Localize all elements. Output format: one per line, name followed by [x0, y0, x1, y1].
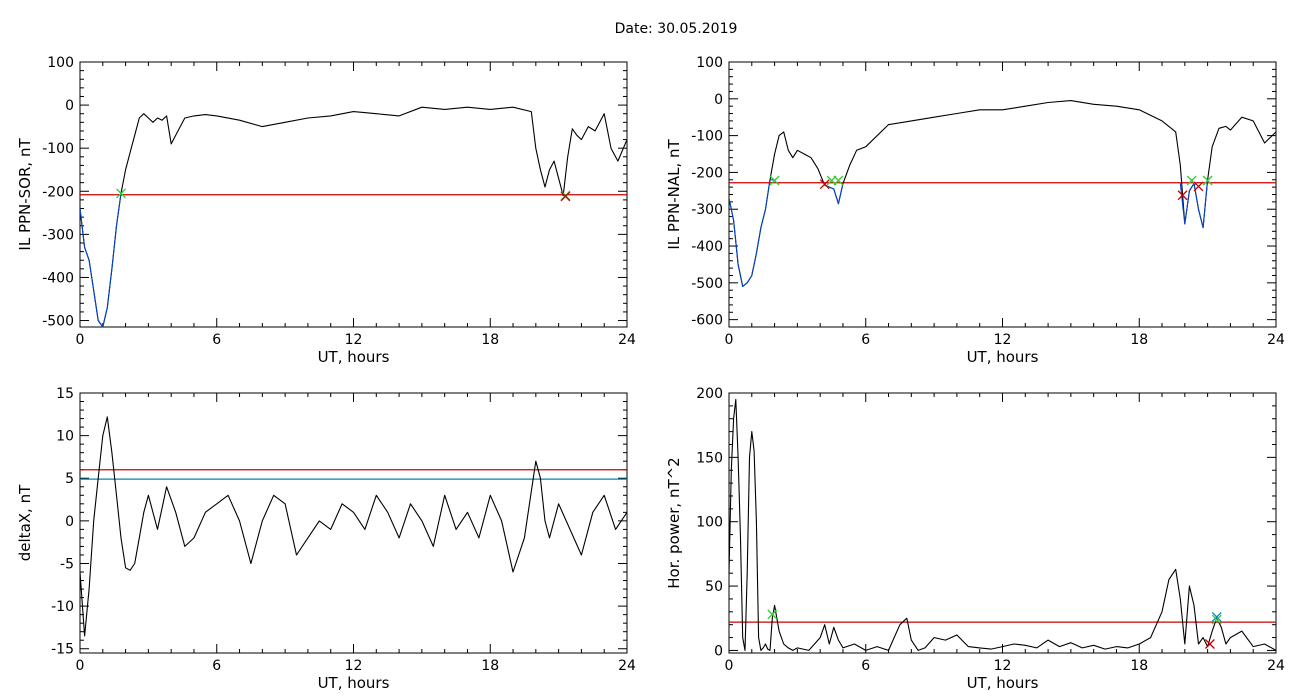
x-tick-label: 12: [345, 332, 363, 348]
y-tick-label: 10: [56, 429, 74, 445]
x-marker: [769, 175, 780, 186]
series-line: [80, 106, 627, 327]
x-tick-label: 18: [1130, 332, 1148, 348]
y-tick-label: 5: [65, 471, 74, 487]
panel-3: 0 6 12 18 24 15 10 5 0 -5 -10 -15 UT, hours deltaX, n…: [16, 386, 636, 692]
x-marker: [1204, 639, 1215, 649]
y-axis-label: deltaX, nT: [16, 484, 34, 561]
y-tick-label: 0: [65, 98, 74, 114]
x-marker: [833, 175, 844, 186]
series-line: [80, 193, 122, 327]
y-tick-label: -400: [691, 239, 723, 255]
x-marker: [560, 191, 571, 202]
y-tick-label: -10: [51, 599, 74, 615]
x-tick-label: 24: [1267, 332, 1285, 348]
y-tick-label: 15: [56, 386, 74, 402]
x-tick-label: 24: [618, 658, 636, 674]
x-tick-label: 0: [725, 658, 734, 674]
x-tick-label: 0: [76, 658, 85, 674]
x-marker: [1186, 175, 1197, 186]
x-axis-label: UT, hours: [967, 348, 1039, 366]
y-tick-label: -200: [691, 165, 723, 181]
series-line: [729, 179, 775, 288]
x-tick-label: 24: [618, 332, 636, 348]
y-tick-label: -5: [60, 556, 74, 572]
x-axis-label: UT, hours: [318, 674, 390, 692]
y-tick-label: 200: [696, 386, 723, 402]
y-tick-label: -15: [51, 642, 74, 658]
y-tick-label: 50: [705, 579, 723, 595]
plot-frame: [728, 61, 1277, 328]
panel-1: 0 6 12 18 24 100 0 -100 -200 -300 -400 -500 UT, hour…: [16, 55, 636, 366]
y-tick-label: -100: [691, 129, 723, 145]
x-marker: [116, 188, 126, 199]
y-tick-label: 0: [714, 643, 723, 659]
panel-2: 0 6 12 18 24 100 0 -100 -200 -300 -400 -500 -600 UT, …: [665, 55, 1285, 366]
y-tick-label: -400: [42, 270, 74, 286]
series-line: [80, 416, 627, 637]
y-axis-label: IL PPN-NAL, nT: [665, 139, 683, 250]
x-axis-label: UT, hours: [967, 674, 1039, 692]
x-axis-label: UT, hours: [318, 348, 390, 366]
x-tick-label: 6: [212, 658, 221, 674]
x-marker: [767, 609, 778, 620]
panel-4: 0 6 12 18 24 200 150 100 50 0 UT, hours Hor. power,…: [665, 386, 1285, 692]
y-tick-label: 0: [65, 514, 74, 530]
x-tick-label: 6: [212, 332, 221, 348]
y-tick-label: 100: [696, 515, 723, 531]
x-tick-label: 12: [994, 332, 1012, 348]
x-tick-label: 6: [861, 658, 870, 674]
y-tick-label: 100: [696, 55, 723, 71]
series-line: [729, 100, 1276, 288]
y-tick-label: 100: [47, 55, 74, 71]
y-tick-label: -500: [691, 276, 723, 292]
x-tick-label: 12: [994, 658, 1012, 674]
x-tick-label: 0: [725, 332, 734, 348]
x-tick-label: 18: [481, 332, 499, 348]
y-tick-label: 0: [714, 92, 723, 108]
x-tick-label: 18: [1130, 658, 1148, 674]
x-marker: [1177, 190, 1188, 201]
x-marker: [1193, 181, 1204, 192]
y-axis-label: IL PPN-SOR, nT: [16, 138, 34, 251]
plot-frame: [79, 392, 628, 654]
figure-title: Date: 30.05.2019: [615, 21, 738, 37]
x-marker: [819, 179, 830, 190]
plot-frame: [728, 392, 1277, 654]
x-tick-label: 6: [861, 332, 870, 348]
x-marker: [1211, 612, 1222, 622]
x-marker: [1202, 175, 1213, 186]
y-tick-label: -300: [691, 202, 723, 218]
y-tick-label: -300: [42, 227, 74, 243]
x-tick-label: 18: [481, 658, 499, 674]
series-line: [729, 398, 1276, 651]
y-tick-label: -100: [42, 141, 74, 157]
y-tick-label: -200: [42, 184, 74, 200]
x-tick-label: 0: [76, 332, 85, 348]
y-tick-label: -600: [691, 313, 723, 329]
y-tick-label: -500: [42, 314, 74, 330]
series-line: [1179, 179, 1209, 229]
x-tick-label: 12: [345, 658, 363, 674]
x-tick-label: 24: [1267, 658, 1285, 674]
y-tick-label: 150: [696, 450, 723, 466]
y-axis-label: Hor. power, nT^2: [665, 457, 683, 588]
x-marker: [1211, 614, 1222, 625]
